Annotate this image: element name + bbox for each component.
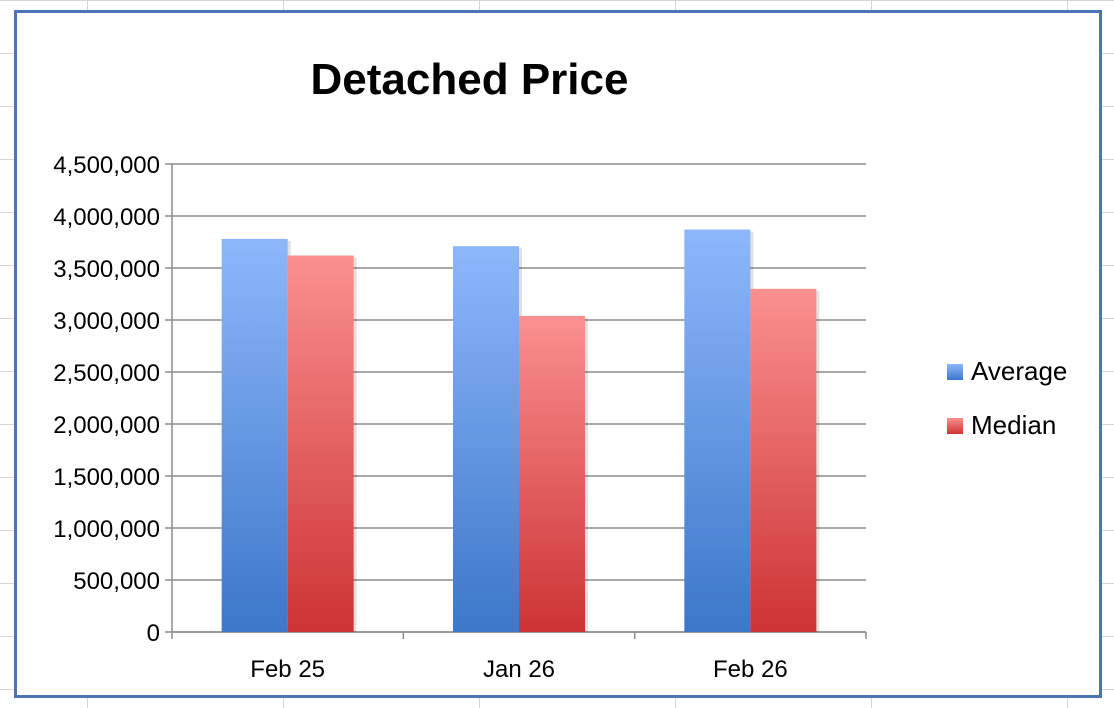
bar-average-jan-26 <box>453 246 519 632</box>
bar-median-jan-26 <box>519 315 585 632</box>
x-tick-label: Jan 26 <box>483 656 555 683</box>
y-tick-label: 2,500,000 <box>53 360 160 387</box>
legend-label-average: Average <box>971 356 1068 386</box>
y-tick-label: 1,000,000 <box>53 516 160 543</box>
legend-swatch-median <box>947 417 963 434</box>
y-tick-label: 500,000 <box>73 568 160 595</box>
bar-chart: 0 500,000 1,000,000 1,500,000 2,000,000 2,500… <box>53 152 867 683</box>
legend-label-median: Median <box>971 410 1057 440</box>
bar-average-feb-26 <box>684 229 751 632</box>
x-tick-label: Feb 26 <box>713 656 788 683</box>
legend-swatch-average <box>947 363 963 380</box>
y-tick-label: 2,000,000 <box>53 412 160 439</box>
x-tick-label: Feb 25 <box>250 656 325 683</box>
chart-title: Detached Price <box>310 55 629 104</box>
bar-median-feb-25 <box>287 255 354 632</box>
y-tick-label: 3,000,000 <box>53 308 160 335</box>
y-tick-label: 4,000,000 <box>53 204 160 231</box>
bar-median-feb-26 <box>750 288 817 632</box>
y-tick-label: 0 <box>147 620 160 647</box>
y-tick-label: 1,500,000 <box>53 464 160 491</box>
bar-average-feb-25 <box>221 238 288 632</box>
legend-item-average: Average <box>947 356 1067 387</box>
y-tick-label: 3,500,000 <box>53 256 160 283</box>
chart-area[interactable]: Detached Price 0 500,000 1,000,000 1,500,00… <box>14 10 1102 698</box>
legend-item-median: Median <box>947 410 1056 441</box>
y-tick-label: 4,500,000 <box>53 152 160 179</box>
